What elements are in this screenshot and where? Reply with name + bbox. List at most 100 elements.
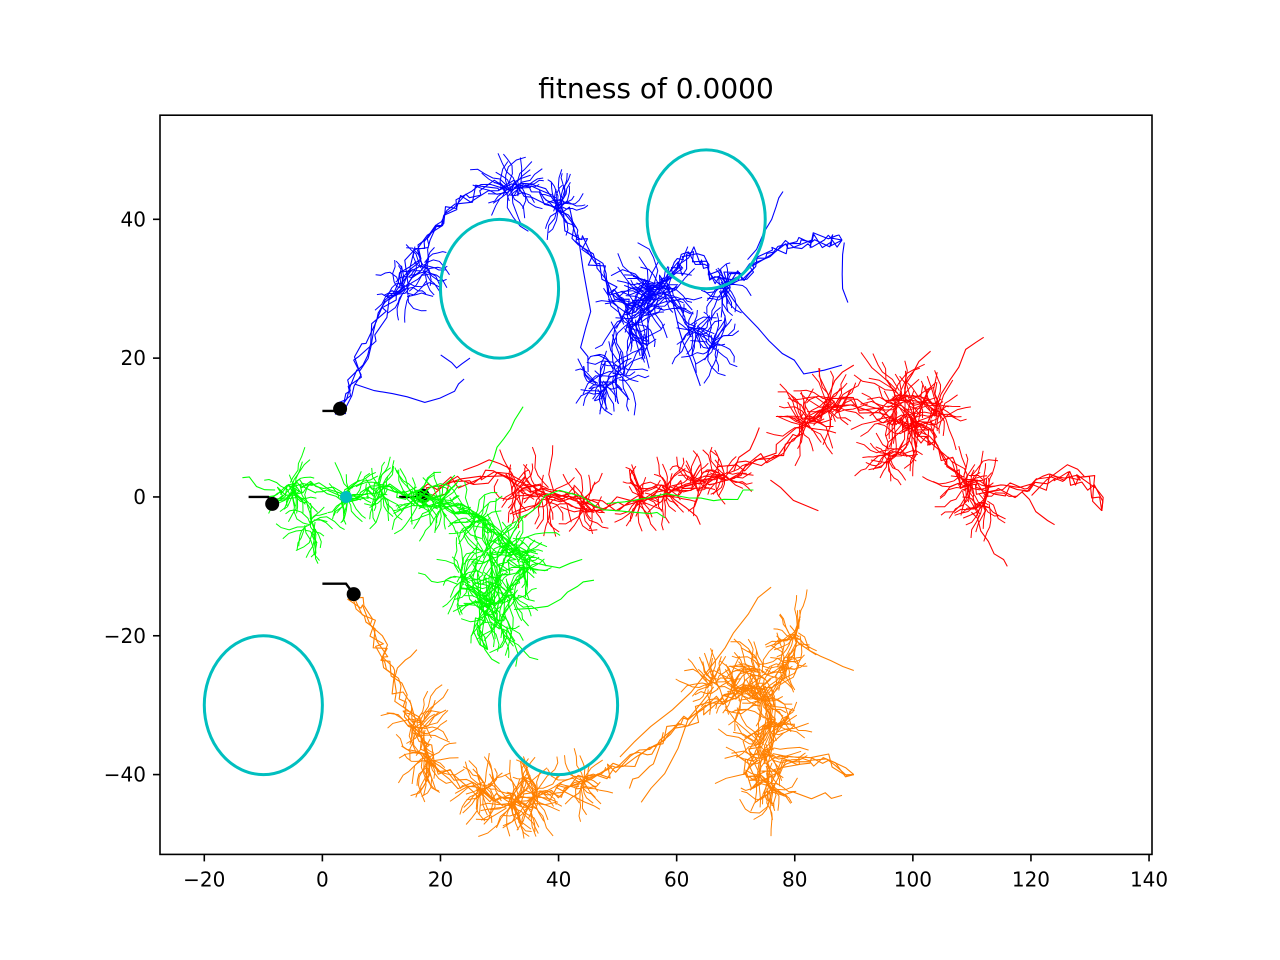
trajectory-segment (340, 501, 348, 524)
trajectory-segment (404, 294, 411, 323)
trajectory-segment (661, 485, 679, 507)
trajectory-segment (524, 556, 547, 567)
trajectory-segment (510, 803, 530, 837)
trajectory-segment (607, 284, 625, 325)
trajectory-segment (757, 762, 762, 808)
trajectory-segment (762, 646, 775, 668)
trajectory-segment (743, 721, 773, 741)
trajectory-segment (449, 497, 475, 516)
trajectory-segment (422, 247, 435, 269)
trajectory-segment (987, 500, 1006, 524)
trajectory-segment (776, 722, 809, 733)
trajectory-segment (970, 459, 999, 478)
trajectory-segment (412, 246, 417, 271)
trajectory-segment (423, 688, 449, 722)
trajectory-segment (524, 558, 545, 574)
trajectory-segment (476, 620, 500, 640)
trajectory-segment (694, 346, 714, 365)
trajectory-segment (935, 405, 961, 412)
trajectory-branch (354, 378, 465, 403)
trajectory-segment (758, 674, 783, 696)
trajectory-segment (666, 457, 685, 487)
trajectory-segment (777, 391, 803, 419)
trajectory-segment (715, 683, 730, 715)
trajectory-segment (779, 614, 792, 637)
trajectory-segment (516, 463, 534, 491)
trajectory-segment (428, 742, 457, 758)
trajectory-segment (313, 519, 333, 530)
agent-start-marker (265, 496, 280, 511)
trajectory-segment (447, 517, 473, 528)
trajectory-segment (501, 613, 524, 641)
trajectory-segment (527, 789, 534, 819)
trajectory-segment (512, 776, 539, 793)
trajectory-segment (519, 561, 535, 574)
trajectory-segment (678, 322, 698, 353)
trajectory-segment (706, 658, 714, 689)
trajectory-segment (882, 398, 917, 421)
y-tick-label: 40 (121, 207, 146, 231)
trajectory-segment (655, 287, 693, 303)
trajectory-segment (470, 515, 490, 522)
trajectory-segment (477, 581, 483, 612)
trajectory-segment (460, 603, 491, 623)
trajectory-segment (774, 789, 793, 804)
trajectory-segment (477, 495, 503, 516)
trajectory-segment (787, 664, 796, 691)
trajectory-segment (547, 179, 559, 205)
trajectory-segment (509, 501, 542, 515)
trajectory-segment (348, 500, 363, 523)
trajectory-segment (736, 707, 765, 745)
trajectory-segment (355, 481, 378, 488)
x-tick-label: 80 (782, 867, 807, 891)
trajectory-segment (453, 537, 460, 574)
trajectory-segment (393, 500, 413, 515)
trajectory-segment (564, 780, 584, 805)
trajectory-segment (371, 467, 380, 488)
trajectory-segment (422, 730, 431, 761)
trajectory-segment (771, 671, 797, 702)
trajectory-segment (934, 487, 969, 508)
trajectory-segment (418, 493, 435, 521)
trajectory-segment (940, 394, 958, 414)
trajectory-segment (774, 707, 794, 736)
trajectory-segment (912, 396, 924, 418)
trajectory-segment (630, 323, 666, 339)
trajectory-segment (765, 703, 773, 727)
trajectory-segment (365, 478, 378, 493)
trajectory-segment (714, 459, 725, 474)
trajectory-segment (493, 182, 512, 190)
trajectory-segment (885, 396, 898, 437)
trajectory-branch (440, 354, 471, 369)
trajectory-segment (559, 206, 569, 236)
trajectory-segment (711, 317, 726, 341)
trajectory-segment (285, 509, 312, 526)
trajectory-segment (406, 289, 427, 312)
trajectory-branch (770, 479, 819, 512)
trajectory-segment (500, 595, 520, 620)
trajectory-segment (397, 759, 423, 784)
trajectory-segment (604, 302, 630, 316)
trajectory-segment (803, 421, 834, 449)
trajectory-segment (312, 516, 345, 531)
trajectory-segment (761, 732, 784, 753)
trajectory-segment (917, 422, 938, 438)
trajectory-segment (615, 303, 652, 320)
trajectory-segment (387, 288, 407, 314)
trajectory-segment (758, 673, 775, 693)
trajectory-segment (389, 486, 417, 494)
trajectory-segment (747, 638, 756, 672)
trajectory-segment (782, 660, 808, 667)
trajectory-segment (580, 785, 588, 816)
trajectory-segment (733, 689, 759, 707)
goal-point (340, 490, 352, 503)
trajectory-segment (762, 750, 784, 779)
trajectory-segment (594, 381, 607, 402)
trajectory-segment (656, 456, 667, 489)
trajectory-segment (579, 496, 602, 513)
trajectory-segment (647, 488, 666, 513)
trajectory-segment (551, 496, 581, 510)
trajectory-branch (733, 427, 760, 472)
trajectory-segment (680, 308, 694, 333)
trajectory-segment (586, 360, 626, 371)
